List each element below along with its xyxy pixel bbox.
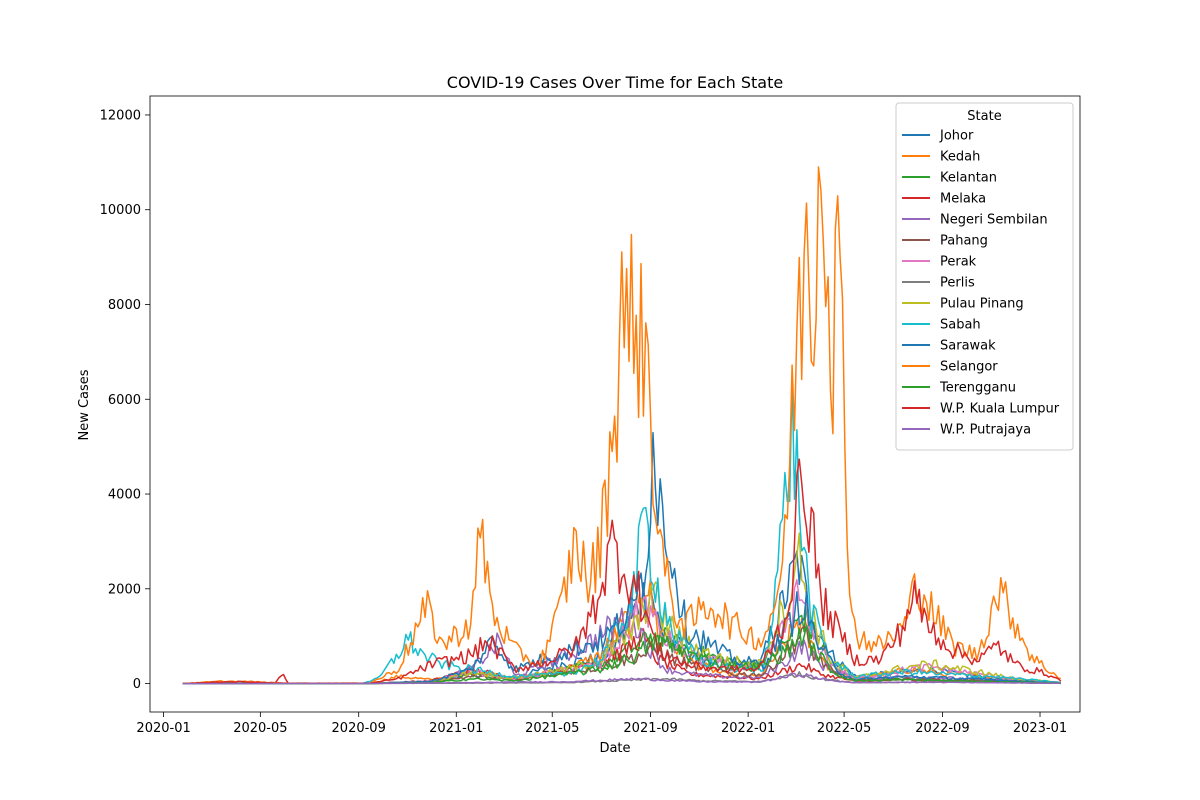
legend-label-5: Pahang xyxy=(940,234,988,249)
y-tick-label-3: 6000 xyxy=(108,393,141,408)
x-tick-label-0: 2020-01 xyxy=(136,721,190,736)
x-tick-label-3: 2021-01 xyxy=(429,721,483,736)
legend-label-13: W.P. Kuala Lumpur xyxy=(940,402,1060,417)
x-tick-label-4: 2021-05 xyxy=(525,721,579,736)
y-tick-label-2: 4000 xyxy=(108,488,141,503)
x-tick-label-9: 2023-01 xyxy=(1013,721,1067,736)
y-tick-label-4: 8000 xyxy=(108,298,141,313)
legend-label-6: Perak xyxy=(940,255,977,270)
legend-label-9: Sabah xyxy=(940,318,981,333)
x-tick-label-7: 2022-05 xyxy=(817,721,871,736)
x-axis-title: Date xyxy=(599,741,630,756)
plot-area: 2020-01 2020-05 2020-09 2021-01 2021-05 2021-… xyxy=(100,95,1081,736)
legend-label-4: Negeri Sembilan xyxy=(940,213,1048,228)
y-axis-title: New Cases xyxy=(77,369,92,440)
y-tick-label-0: 0 xyxy=(133,677,141,692)
y-tick-label-1: 2000 xyxy=(108,582,141,597)
legend-label-2: Kelantan xyxy=(940,171,997,186)
x-tick-label-6: 2022-01 xyxy=(721,721,775,736)
legend-label-0: Johor xyxy=(939,129,974,144)
x-tick-label-8: 2022-09 xyxy=(915,721,969,736)
x-tick-label-5: 2021-09 xyxy=(623,721,677,736)
x-tick-label-1: 2020-05 xyxy=(233,721,287,736)
legend-title: State xyxy=(967,109,1001,124)
legend-label-10: Sarawak xyxy=(940,339,996,354)
series-line-14 xyxy=(182,672,1061,685)
chart-title: COVID-19 Cases Over Time for Each State xyxy=(447,73,783,92)
legend-label-8: Pulau Pinang xyxy=(940,297,1024,312)
legend-label-1: Kedah xyxy=(940,150,980,165)
legend-box xyxy=(895,102,1074,451)
legend: State Johor Kedah Kelantan Melaka Negeri Semb… xyxy=(895,102,1074,451)
legend-label-12: Terengganu xyxy=(939,381,1016,396)
legend-label-11: Selangor xyxy=(940,360,998,375)
legend-label-3: Melaka xyxy=(940,192,986,207)
plot-frame xyxy=(149,95,1081,713)
x-tick-label-2: 2020-09 xyxy=(332,721,386,736)
y-tick-label-5: 10000 xyxy=(100,203,141,218)
legend-label-7: Perlis xyxy=(940,276,975,291)
legend-label-14: W.P. Putrajaya xyxy=(940,423,1031,438)
y-tick-label-6: 12000 xyxy=(100,108,141,123)
